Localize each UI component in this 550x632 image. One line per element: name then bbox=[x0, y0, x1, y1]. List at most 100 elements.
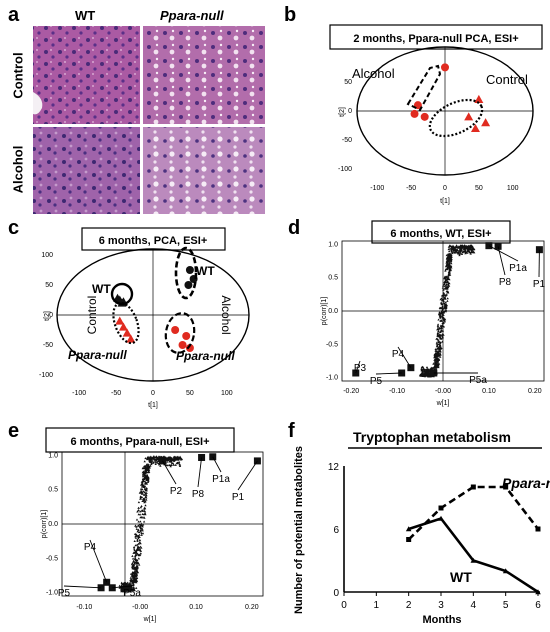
e-marker-label-p2: P2 bbox=[170, 486, 183, 497]
chart-title-f: Tryptophan metabolism bbox=[353, 429, 511, 445]
f-point-wt bbox=[470, 557, 477, 563]
chart-title-d: 6 months, WT, ESI+ bbox=[390, 228, 491, 240]
d-y-tick-label: 0.0 bbox=[328, 308, 338, 315]
f-point-wt bbox=[502, 568, 509, 574]
group-label-control-c: Control bbox=[85, 296, 99, 335]
c-point-2-0 bbox=[115, 316, 125, 325]
xlabel-c: t[1] bbox=[148, 402, 158, 409]
c-point-3-2 bbox=[178, 341, 187, 349]
f-point-ppara-null bbox=[535, 526, 541, 532]
d-marker-label-p5: P5 bbox=[370, 376, 383, 387]
histology-image-alcohol-wt bbox=[33, 127, 140, 214]
panel-label-b: b bbox=[284, 4, 297, 26]
d-marker-label-p1: P1 bbox=[533, 279, 546, 290]
f-point-wt bbox=[405, 526, 412, 532]
f-x-tick-label: 2 bbox=[406, 600, 412, 611]
panel-label-a: a bbox=[8, 4, 20, 26]
e-variable-cloud bbox=[118, 455, 184, 593]
d-marker-p1 bbox=[535, 246, 543, 254]
group-label-wt-right-c: WT bbox=[196, 264, 215, 278]
e-marker-label-p5: P5 bbox=[58, 588, 71, 599]
e-x-tick-label: -0.00 bbox=[132, 604, 148, 611]
c-x-tick-label: -50 bbox=[111, 390, 121, 397]
d-marker-p4 bbox=[407, 364, 415, 372]
ylabel-f: Number of potential metabolites bbox=[293, 446, 305, 614]
f-y-tick-label: 12 bbox=[328, 462, 340, 473]
c-point-3-3 bbox=[185, 344, 194, 352]
b-y-tick-label: 0 bbox=[348, 108, 352, 115]
group-label-wt-left-c: WT bbox=[92, 282, 111, 296]
d-x-tick-label: -0.10 bbox=[389, 388, 405, 395]
ylabel-b: t[2] bbox=[339, 107, 346, 117]
c-x-tick-label: 50 bbox=[186, 390, 194, 397]
b-y-tick-label: 50 bbox=[344, 79, 352, 86]
e-marker-label-p1a: P1a bbox=[212, 474, 230, 485]
b-y-tick-label: -50 bbox=[342, 137, 352, 144]
d-x-tick-label: 0.20 bbox=[528, 388, 542, 395]
f-y-tick-label: 0 bbox=[333, 588, 339, 599]
f-y-tick-label: 6 bbox=[333, 525, 339, 536]
d-x-tick-label: 0.10 bbox=[482, 388, 496, 395]
e-marker-label-p1: P1 bbox=[232, 492, 245, 503]
c-y-tick-label: 0 bbox=[49, 312, 53, 319]
e-marker-label-p5a: P5a bbox=[123, 588, 141, 599]
f-x-tick-label: 4 bbox=[471, 600, 477, 611]
f-x-tick-label: 3 bbox=[438, 600, 444, 611]
series-label-ppara-null: Ppara-null bbox=[502, 475, 550, 491]
group-label-alcohol-b: Alcohol bbox=[352, 66, 395, 81]
c-point-1-2 bbox=[184, 281, 193, 289]
ylabel-f-text: Number of potential metabolites bbox=[293, 446, 305, 614]
d-marker-p1a bbox=[485, 242, 493, 250]
d-y-tick-label: 0.5 bbox=[328, 275, 338, 282]
e-marker-leader bbox=[237, 460, 258, 491]
f-point-wt bbox=[438, 515, 444, 521]
d-marker-label-p8: P8 bbox=[499, 277, 512, 288]
chart-title-c: 6 months, PCA, ESI+ bbox=[99, 235, 208, 247]
f-series-line-wt bbox=[408, 516, 539, 594]
b-x-tick-label: 50 bbox=[475, 185, 483, 192]
panel-label-d: d bbox=[288, 217, 301, 239]
e-marker-leader bbox=[112, 585, 133, 589]
group-label-ppara-null-left-c: Ppara-null bbox=[68, 348, 127, 362]
pca-plot-b: 2 months, Ppara-null PCA, ESI+ Alcohol C… bbox=[329, 24, 543, 205]
panel-d: d 6 months, WT, ESI+ P1a P8 P1 P4 P3 P5 P5a p(… bbox=[280, 215, 550, 415]
f-point-ppara-null bbox=[438, 505, 444, 511]
e-marker-p1 bbox=[253, 457, 261, 465]
e-marker-leader bbox=[212, 456, 222, 473]
ylabel-d: p(corr)[1] bbox=[321, 297, 328, 325]
e-x-tick-label: 0.10 bbox=[189, 604, 203, 611]
e-marker-label-p8: P8 bbox=[192, 489, 205, 500]
panel-a: a WT Ppara-null Control Alcohol bbox=[0, 0, 275, 215]
d-marker-label-p1a: P1a bbox=[509, 263, 527, 274]
e-y-tick-label: 0.5 bbox=[48, 487, 58, 494]
histology-grid bbox=[33, 26, 265, 214]
b-point-1-2 bbox=[470, 123, 480, 133]
e-y-tick-label: 1.0 bbox=[48, 452, 58, 459]
e-y-tick-label: -1.0 bbox=[46, 590, 58, 597]
panel-label-f: f bbox=[288, 420, 295, 442]
e-marker-p2 bbox=[159, 457, 166, 465]
xlabel-b: t[1] bbox=[440, 198, 450, 205]
panel-e: e 6 months, Ppara-null, ESI+ P2 P8 P1a P1 P4… bbox=[0, 418, 275, 632]
panel-label-c: c bbox=[8, 217, 20, 239]
d-x-tick-label: -0.20 bbox=[343, 388, 359, 395]
d-marker-label-p5a: P5a bbox=[469, 375, 487, 386]
panel-c: c 6 months, PCA, ESI+ WT WT Control Alco… bbox=[0, 215, 275, 415]
xlabel-d: w[1] bbox=[436, 400, 450, 407]
xlabel-e: w[1] bbox=[143, 616, 157, 623]
f-x-tick-label: 0 bbox=[341, 600, 347, 611]
f-x-tick-label: 1 bbox=[374, 600, 380, 611]
panel-label-e: e bbox=[8, 420, 20, 442]
b-y-tick-label: -100 bbox=[338, 166, 352, 173]
group-label-ppara-null-right-c: Ppara-null bbox=[176, 349, 235, 363]
column-label-ppara-null: Ppara-null bbox=[160, 8, 224, 23]
e-marker-leader bbox=[63, 585, 102, 589]
e-x-tick-label: -0.10 bbox=[76, 604, 92, 611]
c-y-tick-label: 50 bbox=[45, 282, 53, 289]
d-marker-leader bbox=[488, 245, 519, 262]
column-label-wt: WT bbox=[75, 8, 96, 23]
b-point-0-1 bbox=[420, 112, 429, 121]
d-x-tick-label: -0.00 bbox=[435, 388, 451, 395]
